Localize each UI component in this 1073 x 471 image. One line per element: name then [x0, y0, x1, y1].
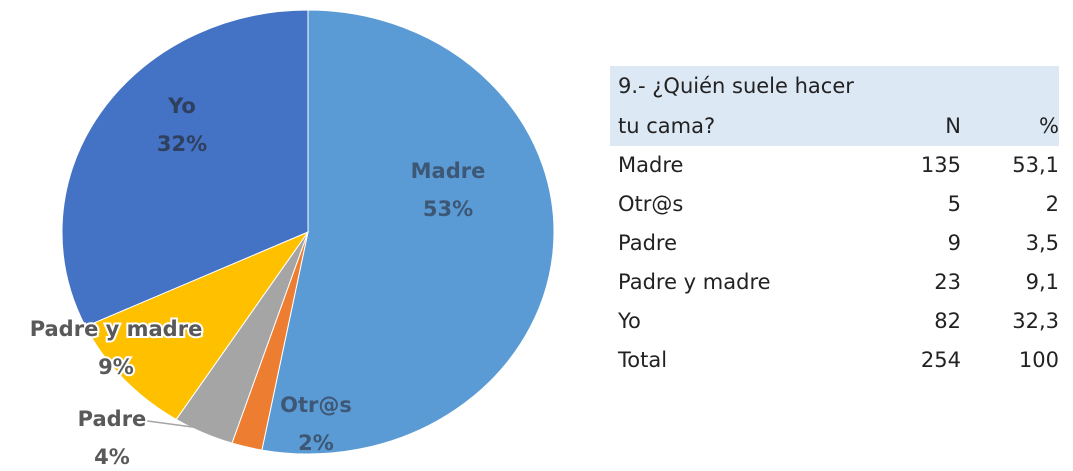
table-cell: 23: [934, 270, 961, 294]
table-row: Total 254 100: [610, 341, 1059, 380]
table-cell: 32,3: [1012, 309, 1059, 333]
slice-label: Madre: [411, 159, 486, 183]
table-cell: 135: [920, 153, 961, 177]
header-cell: %: [961, 66, 1059, 146]
pie-chart: Madre 53% Otr@s 2% Padre 4% Padre y madre 9% Yo 3…: [28, 9, 555, 471]
table-row: Padre y madre 23 9,1: [610, 263, 1059, 302]
pie-slice: [261, 9, 555, 455]
slice-value-label: 9%: [98, 355, 134, 379]
header-cell: 9.- ¿Quién suele hacer tu cama?: [610, 66, 863, 146]
slice-value-label: 4%: [94, 445, 130, 469]
slice-label: Otr@s: [280, 393, 352, 417]
table-cell: Madre: [618, 153, 684, 177]
table-cell: 5: [947, 192, 961, 216]
header-row: 9.- ¿Quién suele hacer tu cama? N%: [610, 66, 1059, 146]
slice-value-label: 32%: [157, 132, 207, 156]
table-cell: Padre: [618, 231, 678, 255]
pie-slice: [61, 9, 309, 328]
slice-label: Yo: [167, 94, 196, 118]
table-row: Madre 135 53,1: [610, 146, 1059, 185]
slice-label: Padre: [78, 407, 147, 431]
table-cell: Otr@s: [618, 192, 684, 216]
table-cell: 254: [920, 348, 961, 372]
data-table: 9.- ¿Quién suele hacer tu cama? N% Madre 13…: [610, 66, 1059, 380]
table-cell: Total: [618, 348, 668, 372]
pie-slice: [84, 230, 310, 421]
slice-label: Padre y madre: [30, 317, 203, 341]
leader-line: [139, 419, 201, 429]
table-row: Otr@s 5 2: [610, 185, 1059, 224]
header-cell: N: [863, 66, 961, 146]
table-cell: Yo: [618, 309, 641, 333]
table-cell: 100: [1018, 348, 1059, 372]
table-cell: 3,5: [1025, 231, 1059, 255]
slice-value-label: 53%: [423, 197, 473, 221]
table-cell: 2: [1045, 192, 1059, 216]
table-cell: 82: [934, 309, 961, 333]
table-cell: 9: [947, 231, 961, 255]
table-cell: Padre y madre: [618, 270, 771, 294]
table-row: Padre 9 3,5: [610, 224, 1059, 263]
table-cell: 9,1: [1025, 270, 1059, 294]
table-cell: 53,1: [1012, 153, 1059, 177]
table-row: Yo 82 32,3: [610, 302, 1059, 341]
slice-value-label: 2%: [298, 431, 334, 455]
